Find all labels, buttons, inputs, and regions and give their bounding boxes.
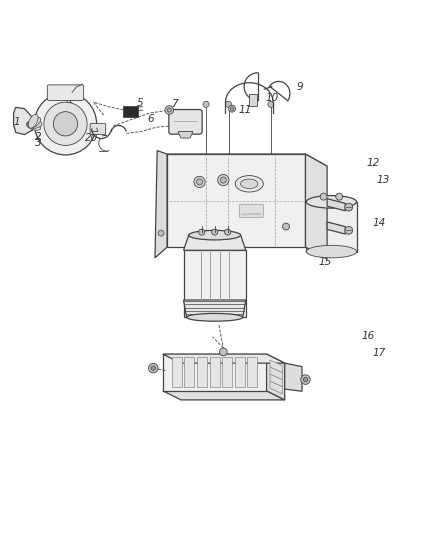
Text: 17: 17 bbox=[372, 348, 386, 358]
Polygon shape bbox=[285, 363, 302, 391]
Circle shape bbox=[301, 375, 310, 384]
Polygon shape bbox=[222, 357, 232, 386]
Circle shape bbox=[148, 364, 158, 373]
Polygon shape bbox=[270, 374, 283, 387]
Circle shape bbox=[199, 229, 205, 235]
Polygon shape bbox=[184, 357, 194, 386]
Circle shape bbox=[167, 108, 171, 112]
Circle shape bbox=[268, 101, 274, 107]
Text: 11: 11 bbox=[238, 105, 252, 115]
FancyBboxPatch shape bbox=[239, 204, 264, 217]
Text: 4: 4 bbox=[66, 97, 72, 107]
Polygon shape bbox=[184, 235, 246, 251]
Polygon shape bbox=[235, 357, 245, 386]
Circle shape bbox=[194, 176, 205, 188]
Polygon shape bbox=[155, 151, 167, 258]
Polygon shape bbox=[247, 357, 258, 386]
Polygon shape bbox=[184, 300, 246, 317]
Circle shape bbox=[320, 193, 327, 200]
Circle shape bbox=[212, 229, 218, 235]
Ellipse shape bbox=[28, 117, 41, 128]
Polygon shape bbox=[163, 354, 267, 391]
Circle shape bbox=[53, 112, 78, 136]
Ellipse shape bbox=[240, 179, 258, 189]
Text: 16: 16 bbox=[362, 330, 375, 341]
Ellipse shape bbox=[306, 196, 357, 208]
Text: 2: 2 bbox=[35, 132, 42, 142]
Circle shape bbox=[336, 193, 343, 200]
Polygon shape bbox=[178, 132, 193, 138]
Text: 5: 5 bbox=[137, 98, 144, 108]
Circle shape bbox=[218, 174, 229, 185]
Text: 7: 7 bbox=[171, 99, 178, 109]
Circle shape bbox=[151, 366, 155, 370]
Ellipse shape bbox=[187, 313, 243, 321]
Text: 3: 3 bbox=[35, 138, 42, 148]
Polygon shape bbox=[184, 251, 246, 317]
Polygon shape bbox=[270, 367, 283, 380]
Polygon shape bbox=[210, 357, 220, 386]
FancyBboxPatch shape bbox=[123, 106, 138, 117]
Circle shape bbox=[44, 102, 87, 146]
Circle shape bbox=[225, 229, 231, 235]
Ellipse shape bbox=[27, 120, 42, 128]
Circle shape bbox=[165, 106, 173, 114]
Circle shape bbox=[34, 93, 97, 155]
Circle shape bbox=[283, 223, 290, 230]
Circle shape bbox=[304, 377, 307, 382]
Text: 20: 20 bbox=[85, 133, 98, 143]
Circle shape bbox=[226, 101, 232, 107]
Polygon shape bbox=[327, 222, 345, 234]
Text: 1: 1 bbox=[14, 117, 20, 127]
FancyBboxPatch shape bbox=[249, 94, 258, 106]
Polygon shape bbox=[306, 202, 357, 252]
Polygon shape bbox=[167, 154, 305, 247]
Polygon shape bbox=[270, 360, 283, 373]
Text: 15: 15 bbox=[318, 257, 332, 267]
Polygon shape bbox=[197, 357, 207, 386]
Polygon shape bbox=[305, 154, 327, 259]
Circle shape bbox=[203, 101, 209, 107]
Polygon shape bbox=[163, 391, 285, 400]
Text: 13: 13 bbox=[377, 175, 390, 185]
Circle shape bbox=[158, 230, 164, 236]
FancyBboxPatch shape bbox=[47, 85, 84, 100]
Text: 8: 8 bbox=[176, 115, 182, 125]
Polygon shape bbox=[267, 354, 285, 400]
Circle shape bbox=[197, 179, 202, 185]
Text: 6: 6 bbox=[148, 115, 154, 125]
Ellipse shape bbox=[26, 122, 41, 130]
Ellipse shape bbox=[235, 175, 263, 192]
Circle shape bbox=[219, 348, 227, 356]
Polygon shape bbox=[14, 107, 34, 135]
Ellipse shape bbox=[28, 114, 38, 128]
Polygon shape bbox=[167, 154, 327, 166]
Polygon shape bbox=[163, 354, 285, 363]
FancyBboxPatch shape bbox=[90, 123, 106, 135]
FancyBboxPatch shape bbox=[169, 109, 202, 134]
Ellipse shape bbox=[306, 245, 357, 258]
Circle shape bbox=[345, 227, 353, 234]
Text: 14: 14 bbox=[372, 218, 386, 228]
Polygon shape bbox=[327, 199, 345, 211]
Polygon shape bbox=[270, 381, 283, 394]
Polygon shape bbox=[172, 357, 182, 386]
Ellipse shape bbox=[189, 230, 240, 240]
Text: 10: 10 bbox=[266, 93, 279, 103]
Text: 9: 9 bbox=[297, 82, 304, 92]
Circle shape bbox=[229, 105, 236, 112]
Circle shape bbox=[230, 107, 234, 110]
Text: 12: 12 bbox=[366, 158, 379, 168]
Circle shape bbox=[220, 177, 226, 183]
Circle shape bbox=[345, 203, 353, 211]
